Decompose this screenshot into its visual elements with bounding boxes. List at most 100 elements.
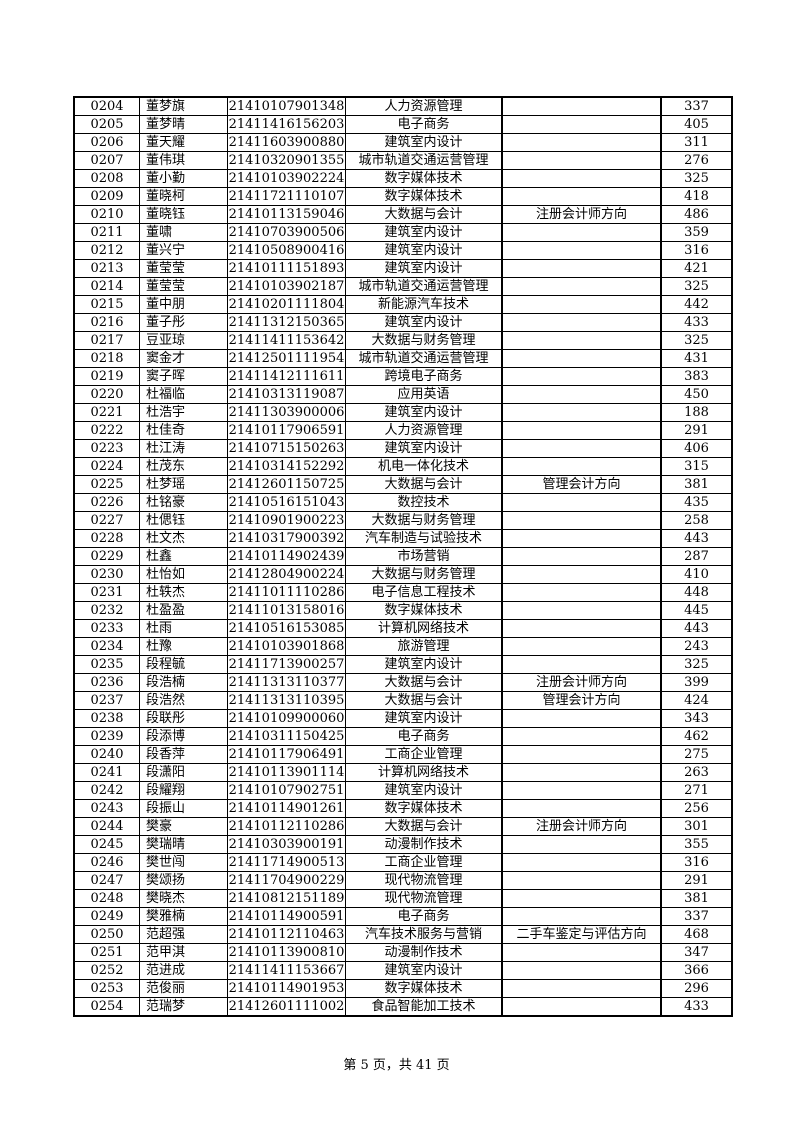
score-cell: 337 [660,907,733,926]
score-cell: 315 [660,457,733,476]
table-row: 0250 范超强 21410112110463 汽车技术服务与营销 二手车鉴定与评估方向… [73,925,733,944]
student-id-cell: 21411313110395 [227,691,346,710]
student-name-cell: 段潇阳 [139,763,228,782]
table-row: 0204 董梦旗 21410107901348 人力资源管理 337 [73,96,733,116]
student-id-cell: 21410112110286 [227,817,346,836]
major-cell: 建筑室内设计 [345,403,503,422]
row-number-cell: 0239 [73,727,140,746]
specialization-cell [501,349,662,368]
specialization-cell: 管理会计方向 [501,691,662,710]
major-cell: 电子商务 [345,727,503,746]
table-row: 0236 段浩楠 21411313110377 大数据与会计 注册会计师方向 399 [73,673,733,692]
major-cell: 数字媒体技术 [345,169,503,188]
score-cell: 188 [660,403,733,422]
row-number-cell: 0210 [73,205,140,224]
table-row: 0246 樊世闯 21411714900513 工商企业管理 316 [73,853,733,872]
table-row: 0248 樊晓杰 21410812151189 现代物流管理 381 [73,889,733,908]
table-row: 0232 杜盈盈 21411013158016 数字媒体技术 445 [73,601,733,620]
specialization-cell [501,547,662,566]
row-number-cell: 0243 [73,799,140,818]
student-name-cell: 董莹莹 [139,277,228,296]
score-cell: 442 [660,295,733,314]
table-row: 0211 董啸 21410703900506 建筑室内设计 359 [73,223,733,242]
student-name-cell: 董伟琪 [139,151,228,170]
student-name-cell: 樊颂扬 [139,871,228,890]
table-row: 0223 杜江涛 21410715150263 建筑室内设计 406 [73,439,733,458]
student-name-cell: 董梦晴 [139,115,228,134]
specialization-cell: 注册会计师方向 [501,205,662,224]
table-row: 0214 董莹莹 21410103902187 城市轨道交通运营管理 325 [73,277,733,296]
student-id-cell: 21410320901355 [227,151,346,170]
score-table: 0204 董梦旗 21410107901348 人力资源管理 337 0205 董梦晴 214… [73,96,733,1017]
student-name-cell: 杜偲钰 [139,511,228,530]
student-id-cell: 21411416156203 [227,115,346,134]
table-row: 0220 杜福临 21410313119087 应用英语 450 [73,385,733,404]
row-number-cell: 0232 [73,601,140,620]
table-row: 0217 豆亚琼 21411411153642 大数据与财务管理 325 [73,331,733,350]
score-cell: 316 [660,853,733,872]
score-cell: 424 [660,691,733,710]
student-name-cell: 杜鑫 [139,547,228,566]
student-id-cell: 21410314152292 [227,457,346,476]
score-cell: 468 [660,925,733,944]
score-cell: 399 [660,673,733,692]
major-cell: 大数据与财务管理 [345,565,503,584]
student-id-cell: 21411603900880 [227,133,346,152]
student-id-cell: 21410114901261 [227,799,346,818]
table-row: 0212 董兴宁 21410508900416 建筑室内设计 316 [73,241,733,260]
table-row: 0208 董小勤 21410103902224 数字媒体技术 325 [73,169,733,188]
specialization-cell [501,835,662,854]
student-id-cell: 21410114900591 [227,907,346,926]
student-id-cell: 21410113900810 [227,943,346,962]
student-id-cell: 21410103902224 [227,169,346,188]
student-name-cell: 杜文杰 [139,529,228,548]
major-cell: 新能源汽车技术 [345,295,503,314]
table-row: 0253 范俊丽 21410114901953 数字媒体技术 296 [73,979,733,998]
student-name-cell: 杜轶杰 [139,583,228,602]
major-cell: 建筑室内设计 [345,961,503,980]
student-id-cell: 21410103902187 [227,277,346,296]
specialization-cell [501,655,662,674]
student-id-cell: 21410114902439 [227,547,346,566]
student-name-cell: 范进成 [139,961,228,980]
major-cell: 建筑室内设计 [345,259,503,278]
student-name-cell: 杜盈盈 [139,601,228,620]
major-cell: 大数据与财务管理 [345,511,503,530]
major-cell: 电子商务 [345,115,503,134]
student-name-cell: 董中朋 [139,295,228,314]
table-row: 0227 杜偲钰 21410901900223 大数据与财务管理 258 [73,511,733,530]
student-name-cell: 范瑞梦 [139,997,228,1017]
student-name-cell: 樊世闯 [139,853,228,872]
student-id-cell: 21412804900224 [227,565,346,584]
table-row: 0252 范进成 21411411153667 建筑室内设计 366 [73,961,733,980]
page-footer: 第 5 页，共 41 页 [343,1058,450,1073]
specialization-cell [501,439,662,458]
table-row: 0240 段香萍 21410117906491 工商企业管理 275 [73,745,733,764]
student-id-cell: 21410117906591 [227,421,346,440]
score-cell: 301 [660,817,733,836]
major-cell: 食品智能加工技术 [345,997,503,1017]
specialization-cell [501,295,662,314]
student-name-cell: 杜梦瑶 [139,475,228,494]
specialization-cell [501,799,662,818]
row-number-cell: 0224 [73,457,140,476]
student-id-cell: 21411411153642 [227,331,346,350]
student-name-cell: 董晓柯 [139,187,228,206]
table-row: 0238 段联彤 21410109900060 建筑室内设计 343 [73,709,733,728]
score-cell: 287 [660,547,733,566]
specialization-cell [501,313,662,332]
row-number-cell: 0231 [73,583,140,602]
specialization-cell [501,637,662,656]
row-number-cell: 0208 [73,169,140,188]
student-name-cell: 范俊丽 [139,979,228,998]
row-number-cell: 0237 [73,691,140,710]
student-id-cell: 21410812151189 [227,889,346,908]
major-cell: 建筑室内设计 [345,709,503,728]
row-number-cell: 0247 [73,871,140,890]
student-name-cell: 董莹莹 [139,259,228,278]
specialization-cell [501,745,662,764]
table-row: 0247 樊颂扬 21411704900229 现代物流管理 291 [73,871,733,890]
student-name-cell: 范超强 [139,925,228,944]
student-name-cell: 杜佳奇 [139,421,228,440]
specialization-cell [501,457,662,476]
